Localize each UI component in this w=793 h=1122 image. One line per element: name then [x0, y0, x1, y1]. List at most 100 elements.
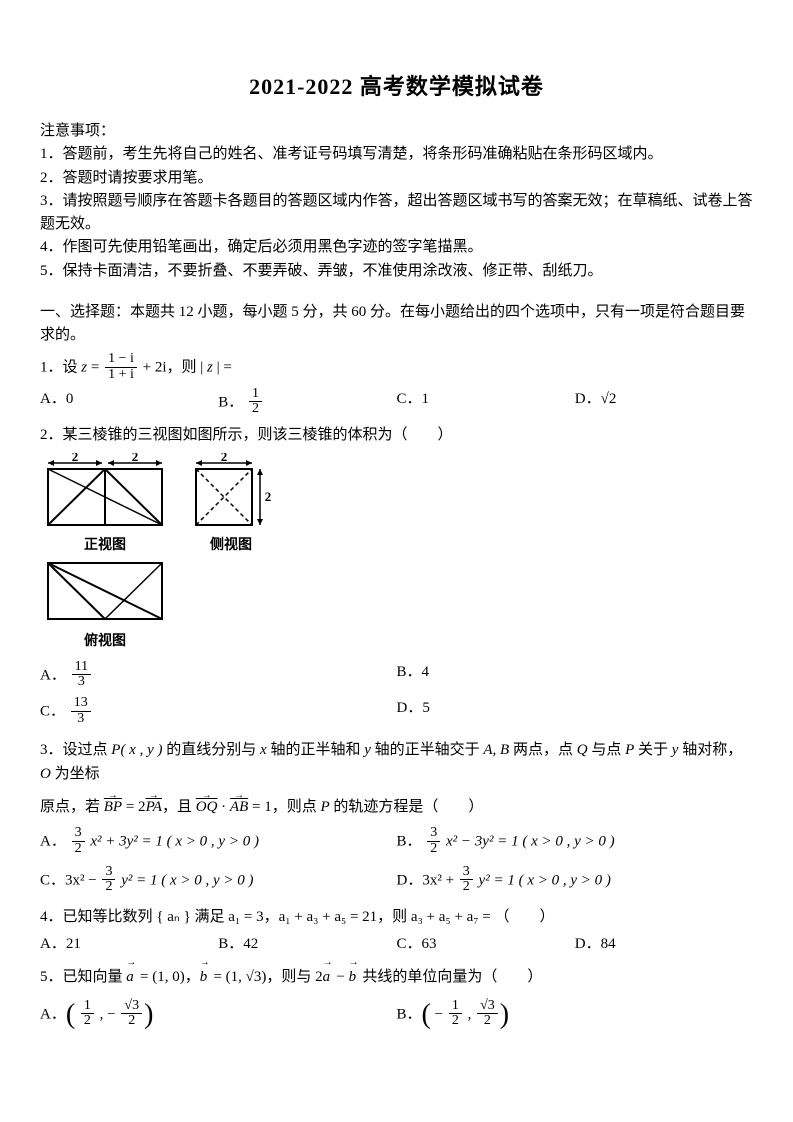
- q5-b-f1d: 2: [449, 1014, 462, 1029]
- q5-minus: −: [333, 969, 349, 985]
- q3-xy: ( x , y ): [120, 742, 162, 758]
- q5-a-f1: 1 2: [81, 999, 94, 1029]
- q1-stem-pre: 1．设: [40, 360, 81, 376]
- q2-option-c: C． 13 3: [40, 697, 397, 727]
- q3-AB: A, B: [483, 742, 509, 758]
- q3-d-pre: D．3x² +: [397, 872, 458, 888]
- dim-2c: 2: [221, 453, 228, 464]
- q5-a-f2: √3 2: [121, 999, 142, 1029]
- q1-b-pre: B．: [218, 394, 243, 410]
- q5-b: b: [200, 966, 210, 989]
- q3-b-pre: B．: [397, 834, 422, 850]
- question-5: 5．已知向量 a = (1, 0)，b = (1, √3)，则与 2a − b …: [40, 966, 753, 989]
- q3-option-c: C．3x² − 3 2 y² = 1 ( x > 0 , y > 0 ): [40, 866, 397, 896]
- q5-option-a: A．( 1 2 , − √3 2 ): [40, 1000, 397, 1030]
- instruction-item: 5．保持卡面清洁，不要折叠、不要弄破、弄皱，不准使用涂改液、修正带、刮纸刀。: [40, 260, 753, 283]
- dim-2d: 2: [265, 489, 272, 504]
- instructions-block: 注意事项： 1．答题前，考生先将自己的姓名、准考证号码填写清楚，将条形码准确粘贴…: [40, 120, 753, 283]
- front-view-svg: 2 2: [40, 453, 170, 533]
- q3-d-num: 3: [460, 865, 473, 881]
- q2-a-num: 11: [72, 660, 91, 676]
- q1-b-frac: 1 2: [249, 387, 262, 417]
- q3-option-a: A． 3 2 x² + 3y² = 1 ( x > 0 , y > 0 ): [40, 827, 397, 857]
- q5-a-pre: A．: [40, 1006, 66, 1022]
- q2-c-den: 3: [71, 712, 91, 727]
- q3-c-pre: C．3x² −: [40, 872, 100, 888]
- q3-d-body: y² = 1 ( x > 0 , y > 0 ): [479, 872, 611, 888]
- q5-b-f2n: √3: [477, 999, 498, 1015]
- q5-b-f2d: 2: [477, 1014, 498, 1029]
- q4-option-d: D．84: [575, 933, 753, 956]
- q2-option-a: A． 11 3: [40, 661, 397, 691]
- q1-z: z: [81, 360, 87, 376]
- dim-2a: 2: [72, 453, 79, 464]
- q1-fraction: 1 − i 1 + i: [105, 352, 137, 382]
- q1-option-a: A．0: [40, 388, 218, 418]
- q3-l2-pre: 原点，若: [40, 799, 104, 815]
- q5-option-b: B．( − 1 2 , √3 2 ): [397, 1000, 754, 1030]
- q3-x: x: [260, 742, 267, 758]
- q2-c-pre: C．: [40, 704, 65, 720]
- question-1: 1．设 z = 1 − i 1 + i + 2i，则 | z | =: [40, 353, 753, 383]
- q5-a-f2n: √3: [121, 999, 142, 1015]
- q3-c-body: y² = 1 ( x > 0 , y > 0 ): [121, 872, 253, 888]
- q5-a-f2d: 2: [121, 1014, 142, 1029]
- section1-head: 一、选择题：本题共 12 小题，每小题 5 分，共 60 分。在每小题给出的四个…: [40, 301, 753, 348]
- q3-b-frac: 3 2: [427, 826, 440, 856]
- q2-c-num: 13: [71, 696, 91, 712]
- q2-a-den: 3: [72, 675, 91, 690]
- q3-ABv: AB: [230, 799, 248, 815]
- q3-O: O: [40, 766, 51, 782]
- q3-c-num: 3: [102, 865, 115, 881]
- question-2-stem: 2．某三棱锥的三视图如图所示，则该三棱锥的体积为（ ）: [40, 424, 753, 447]
- q2-views: 2 2 正视图: [40, 453, 753, 652]
- q5-post: 共线的单位向量为（ ）: [359, 969, 543, 985]
- q3-options: A． 3 2 x² + 3y² = 1 ( x > 0 , y > 0 ) B．…: [40, 827, 753, 896]
- q4-option-b: B．42: [218, 933, 396, 956]
- q3-option-b: B． 3 2 x² − 3y² = 1 ( x > 0 , y > 0 ): [397, 827, 754, 857]
- dim-2b: 2: [132, 453, 139, 464]
- instruction-item: 2．答题时请按要求用笔。: [40, 167, 753, 190]
- q3-mid4: 两点，点: [509, 742, 577, 758]
- q1-z2: z: [207, 360, 213, 376]
- q1-options: A．0 B． 1 2 C．1 D．√2: [40, 388, 753, 418]
- q3-mid5: 与点: [588, 742, 626, 758]
- q2-options: A． 11 3 B．4 C． 13 3 D．5: [40, 661, 753, 728]
- front-view-label: 正视图: [40, 535, 170, 557]
- q1-b-num: 1: [249, 387, 262, 403]
- q3-a-den: 2: [72, 842, 85, 857]
- q3-dot: ·: [217, 799, 230, 815]
- q3-end2: 为坐标: [51, 766, 100, 782]
- top-view-svg: [40, 557, 170, 629]
- q3-eq2: = 1，则点: [248, 799, 320, 815]
- question-3-line2: 原点，若 BP = 2PA，且 OQ · AB = 1，则点 P 的轨迹方程是（…: [40, 796, 753, 819]
- q3-mid6: 关于: [634, 742, 672, 758]
- q3-a-pre: A．: [40, 834, 66, 850]
- q3-Q: Q: [577, 742, 588, 758]
- q3-eq1: = 2: [122, 799, 145, 815]
- q3-d-den: 2: [460, 880, 473, 895]
- q1-frac-num: 1 − i: [105, 352, 137, 368]
- q3-b-den: 2: [427, 842, 440, 857]
- q3-a-frac: 3 2: [72, 826, 85, 856]
- q5-b-f1n: 1: [449, 999, 462, 1015]
- instruction-item: 4．作图可先使用铅笔画出，确定后必须用黑色字迹的签字笔描黑。: [40, 236, 753, 259]
- q5-options: A．( 1 2 , − √3 2 ) B．( − 1 2 , √3 2 ): [40, 1000, 753, 1030]
- q5-b-f2: √3 2: [477, 999, 498, 1029]
- q5-b-sep: ,: [464, 1006, 475, 1022]
- q5-b-f1: 1 2: [449, 999, 462, 1029]
- q2-option-b: B．4: [397, 661, 754, 691]
- q3-option-d: D．3x² + 3 2 y² = 1 ( x > 0 , y > 0 ): [397, 866, 754, 896]
- instructions-head: 注意事项：: [40, 120, 753, 143]
- side-view-svg: 2 2: [186, 453, 276, 533]
- q3-a-body: x² + 3y² = 1 ( x > 0 , y > 0 ): [90, 834, 259, 850]
- q1-b-den: 2: [249, 402, 262, 417]
- q3-mid3: 轴的正半轴交于: [371, 742, 484, 758]
- q5-a-f1n: 1: [81, 999, 94, 1015]
- side-view-block: 2 2 侧视图: [186, 453, 276, 557]
- q3-d-frac: 3 2: [460, 865, 473, 895]
- q1-frac-den: 1 + i: [105, 368, 137, 383]
- q3-PA: PA: [146, 799, 162, 815]
- q5-bval: = (1, √3)，则与 2: [210, 969, 323, 985]
- q3-b-body: x² − 3y² = 1 ( x > 0 , y > 0 ): [446, 834, 615, 850]
